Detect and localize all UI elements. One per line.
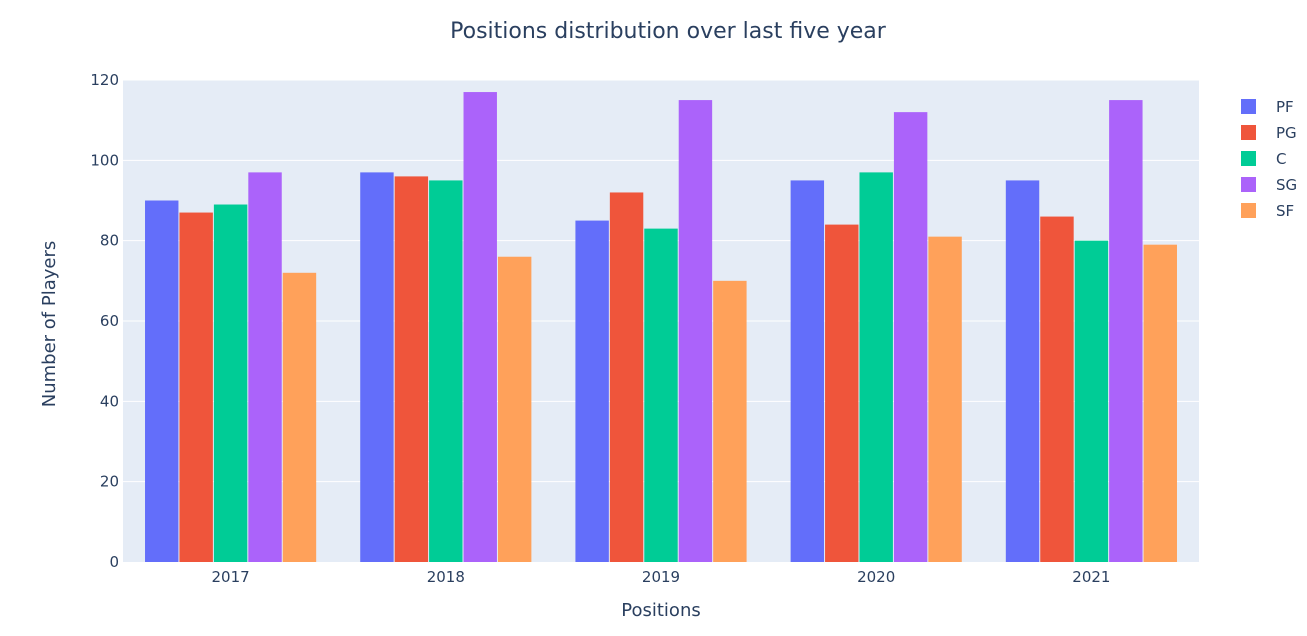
- bar-sf-2017[interactable]: [282, 272, 317, 562]
- x-axis-title: Positions: [621, 600, 700, 621]
- legend-label: PG: [1276, 124, 1297, 142]
- legend-label: C: [1276, 150, 1286, 168]
- y-tick-label: 120: [90, 71, 119, 89]
- y-tick-label: 80: [100, 232, 119, 250]
- legend-item-sf[interactable]: SF: [1241, 202, 1294, 220]
- bar-pg-2018[interactable]: [394, 176, 429, 562]
- legend-swatch: [1241, 177, 1256, 192]
- bar-sf-2020[interactable]: [928, 236, 962, 562]
- bar-sf-2018[interactable]: [497, 256, 532, 562]
- y-tick-label: 0: [109, 553, 119, 571]
- bar-sg-2018[interactable]: [463, 92, 497, 563]
- bars: [145, 92, 1177, 563]
- y-tick-label: 40: [100, 392, 119, 410]
- legend-swatch: [1241, 99, 1256, 114]
- bar-sg-2021[interactable]: [1109, 100, 1143, 562]
- y-tick-label: 100: [90, 151, 119, 169]
- bar-pf-2019[interactable]: [575, 220, 609, 563]
- x-tick-label: 2017: [212, 568, 250, 586]
- bar-sf-2021[interactable]: [1143, 244, 1177, 562]
- bar-c-2020[interactable]: [859, 172, 893, 562]
- legend-item-sg[interactable]: SG: [1241, 176, 1297, 194]
- bar-sf-2019[interactable]: [713, 280, 747, 562]
- x-axis-ticks: 2017 2018 2019 2020 2021: [212, 568, 1111, 586]
- y-tick-label: 20: [100, 473, 119, 491]
- bar-pg-2019[interactable]: [609, 192, 644, 562]
- legend-item-c[interactable]: C: [1241, 150, 1286, 168]
- x-tick-label: 2019: [642, 568, 680, 586]
- legend-label: PF: [1276, 98, 1294, 116]
- bar-pf-2018[interactable]: [360, 172, 394, 562]
- bar-c-2021[interactable]: [1074, 240, 1109, 562]
- legend-swatch: [1241, 203, 1256, 218]
- x-tick-label: 2018: [427, 568, 465, 586]
- bar-sg-2019[interactable]: [678, 100, 713, 562]
- y-axis-ticks: 0 20 40 60 80 100 120: [90, 71, 119, 571]
- y-tick-label: 60: [100, 312, 119, 330]
- bar-pf-2017[interactable]: [145, 200, 179, 563]
- chart-title: Positions distribution over last five ye…: [450, 19, 887, 44]
- y-axis-title: Number of Players: [39, 241, 60, 408]
- bar-c-2019[interactable]: [644, 228, 678, 562]
- legend-swatch: [1241, 151, 1256, 166]
- bar-pg-2021[interactable]: [1040, 216, 1074, 563]
- legend-label: SG: [1276, 176, 1297, 194]
- bar-sg-2020[interactable]: [893, 112, 928, 562]
- bar-pg-2017[interactable]: [179, 212, 213, 563]
- bar-pf-2021[interactable]: [1005, 180, 1040, 562]
- legend-item-pf[interactable]: PF: [1241, 98, 1294, 116]
- bar-pg-2020[interactable]: [825, 224, 859, 562]
- legend-item-pg[interactable]: PG: [1241, 124, 1297, 142]
- bar-pf-2020[interactable]: [790, 180, 825, 562]
- legend[interactable]: PF PG C SG SF: [1241, 98, 1297, 220]
- legend-swatch: [1241, 125, 1256, 140]
- legend-label: SF: [1276, 202, 1294, 220]
- bar-c-2017[interactable]: [213, 204, 248, 562]
- x-tick-label: 2020: [857, 568, 895, 586]
- bar-sg-2017[interactable]: [248, 172, 282, 562]
- bar-c-2018[interactable]: [429, 180, 463, 562]
- x-tick-label: 2021: [1072, 568, 1110, 586]
